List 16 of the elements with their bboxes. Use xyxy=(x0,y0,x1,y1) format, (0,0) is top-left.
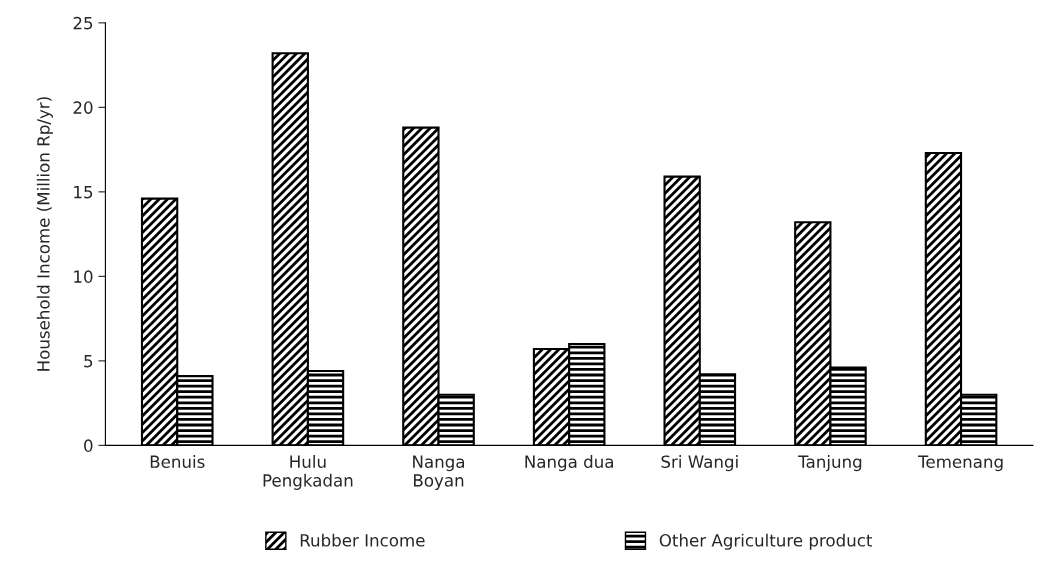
x-tick-label: Temenang xyxy=(918,455,1003,472)
x-tick-label: Nanga Boyan xyxy=(413,455,465,490)
legend-label: Other Agriculture product xyxy=(659,533,873,550)
y-tick-label: 15 xyxy=(74,186,93,199)
x-tick-label: Tanjung xyxy=(798,455,862,472)
x-tick-label: Benuis xyxy=(150,455,205,468)
legend-label: Rubber Income xyxy=(300,533,425,547)
x-tick-label: Nanga dua xyxy=(525,455,613,472)
y-tick-label: 25 xyxy=(73,16,93,30)
y-tick-label: 5 xyxy=(84,355,93,368)
x-tick-label: Hulu Pengkadan xyxy=(263,455,353,490)
y-tick-label: 10 xyxy=(74,270,93,283)
y-axis-title: Household Income (Million Rp/yr) xyxy=(36,97,53,371)
y-tick-label: 20 xyxy=(73,101,93,114)
y-tick-label: 0 xyxy=(84,439,93,452)
x-tick-label: Sri Wangi xyxy=(661,455,738,472)
